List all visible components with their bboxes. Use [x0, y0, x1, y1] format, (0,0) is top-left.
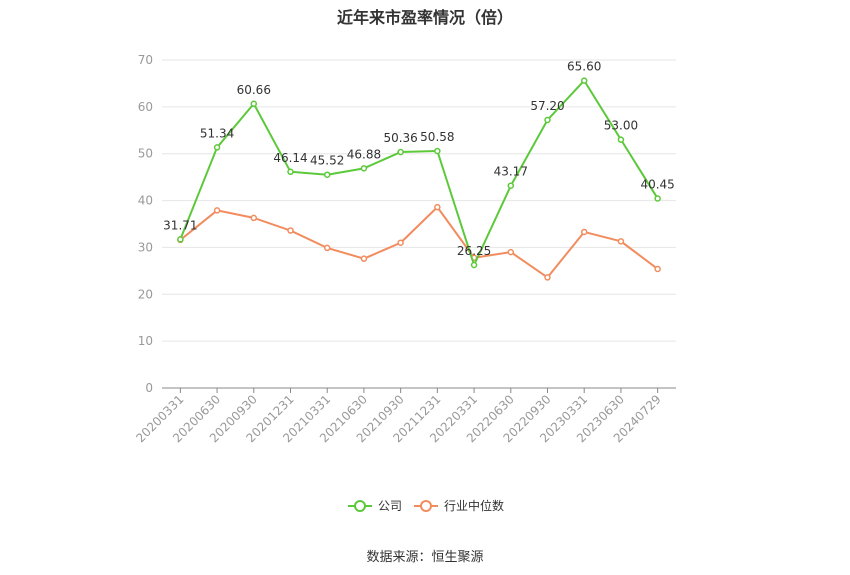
data-label: 51.34: [200, 126, 234, 140]
legend: 公司 行业中位数: [348, 498, 504, 513]
y-tick-label: 30: [138, 240, 153, 254]
data-point: [470, 261, 478, 269]
grid-lines: [162, 59, 676, 342]
data-label: 46.14: [273, 151, 307, 165]
y-axis: 0 10 20 30 40 50 60 70: [138, 53, 153, 395]
data-label: 50.58: [420, 130, 454, 144]
data-point: [323, 244, 331, 252]
data-label: 31.71: [163, 218, 197, 232]
data-point: [434, 203, 441, 211]
y-tick-label: 50: [138, 147, 153, 161]
data-label: 57.20: [530, 99, 564, 113]
data-label: 60.66: [237, 83, 271, 97]
data-point: [323, 171, 331, 178]
data-point: [250, 100, 258, 108]
legend-label: 公司: [378, 499, 402, 513]
data-point: [397, 239, 404, 246]
y-tick-label: 10: [138, 334, 153, 348]
data-label: 43.17: [494, 165, 528, 179]
series-lines: [177, 77, 661, 281]
data-point: [617, 238, 625, 245]
series-line-industry-median: [179, 206, 659, 279]
data-point: [580, 77, 588, 84]
series-line-company: [179, 79, 659, 266]
y-tick-label: 40: [138, 194, 153, 208]
data-label: 65.60: [567, 60, 601, 74]
source-note: 数据来源：恒生聚源: [366, 550, 484, 565]
data-point: [654, 265, 661, 273]
data-label: 50.36: [383, 131, 417, 145]
legend-marker: [420, 500, 432, 512]
data-point: [250, 214, 258, 222]
data-point: [213, 144, 221, 151]
data-point: [177, 236, 184, 243]
data-label: 40.45: [640, 177, 674, 191]
data-point: [617, 136, 625, 143]
data-point: [360, 255, 368, 262]
data-label: 26.25: [457, 244, 491, 258]
data-point: [434, 147, 441, 155]
y-tick-label: 0: [145, 381, 153, 395]
data-point: [544, 116, 551, 124]
data-point: [287, 227, 294, 234]
y-tick-label: 60: [138, 100, 153, 114]
data-label: 45.52: [310, 154, 344, 168]
data-point: [507, 248, 515, 256]
data-point: [580, 228, 588, 236]
x-axis: 2020033120200630202009302020123120210331…: [133, 387, 676, 445]
data-point: [287, 168, 294, 176]
data-label: 46.88: [347, 147, 381, 161]
data-point: [654, 195, 661, 202]
data-point: [397, 148, 404, 156]
data-point: [507, 182, 515, 189]
data-label: 53.00: [604, 119, 638, 133]
data-point: [213, 207, 221, 214]
legend-marker: [354, 500, 366, 512]
legend-label: 行业中位数: [444, 498, 504, 513]
y-tick-label: 20: [138, 287, 153, 301]
data-point: [544, 274, 551, 281]
chart-title: 近年来市盈率情况（倍）: [336, 8, 513, 27]
data-point: [360, 165, 368, 172]
y-tick-label: 70: [138, 53, 153, 67]
